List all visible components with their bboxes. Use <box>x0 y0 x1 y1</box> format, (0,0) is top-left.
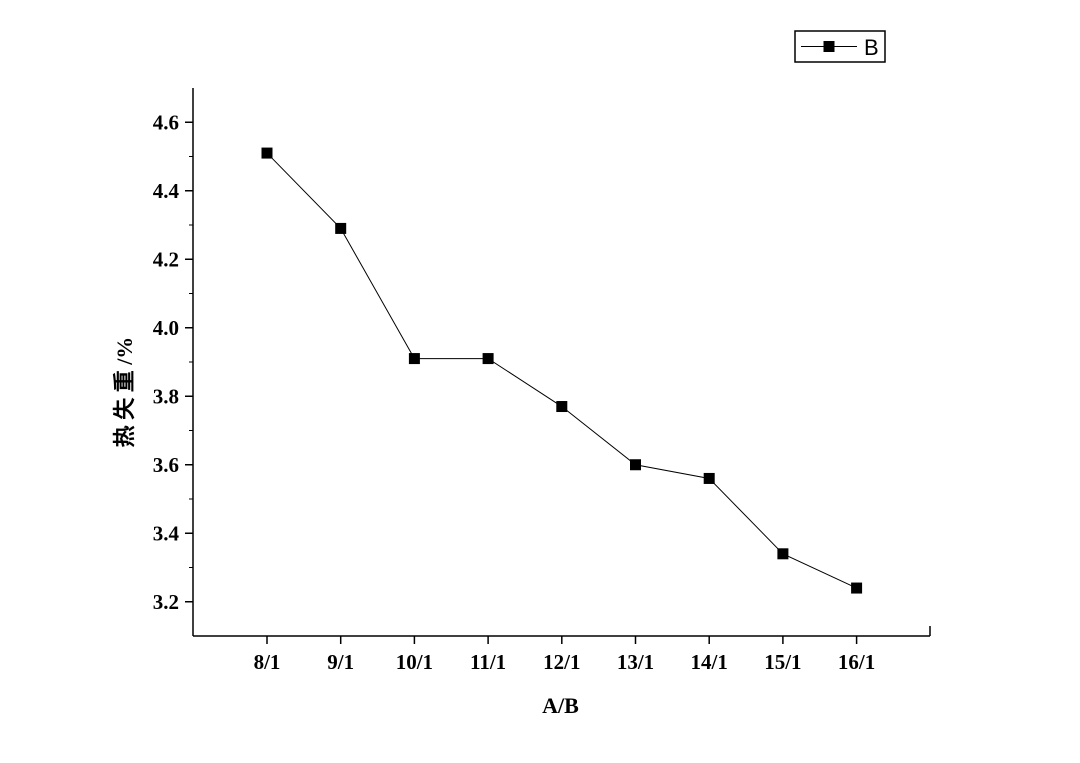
axes: 3.2 3.4 3.6 3.8 4.0 4.2 4.4 4.6 8/1 9/1 10/1 11/1 12… <box>153 88 931 674</box>
data-point <box>630 459 641 471</box>
y-tick-label: 4.4 <box>153 179 180 203</box>
legend: B <box>794 30 886 63</box>
y-tick-label: 4.2 <box>153 247 179 271</box>
data-point <box>851 582 863 594</box>
series-line <box>266 152 857 589</box>
y-tick-label: 4.0 <box>153 316 179 340</box>
data-point <box>556 401 568 413</box>
data-point <box>703 472 715 484</box>
y-tick-label: 3.8 <box>153 384 179 408</box>
data-point <box>261 147 273 159</box>
x-tick-label: 12/1 <box>543 650 580 674</box>
data-point <box>482 353 494 365</box>
x-tick-label: 16/1 <box>838 650 875 674</box>
y-tick-label: 3.4 <box>153 521 180 545</box>
x-tick-label: 14/1 <box>691 650 728 674</box>
legend-label: B <box>864 35 879 60</box>
y-tick-label: 3.6 <box>153 453 179 477</box>
x-tick-label: 9/1 <box>327 650 354 674</box>
x-tick-label: 8/1 <box>254 650 281 674</box>
x-tick-label: 13/1 <box>617 650 654 674</box>
y-tick-label: 4.6 <box>153 110 179 134</box>
x-tick-label: 10/1 <box>396 650 433 674</box>
x-tick-label: 15/1 <box>764 650 801 674</box>
y-tick-label: 3.2 <box>153 590 179 614</box>
data-point <box>408 353 420 365</box>
data-point <box>335 222 347 234</box>
x-axis-title: A/B <box>542 693 579 718</box>
legend-marker <box>823 41 835 52</box>
data-point <box>777 548 789 560</box>
series-layer <box>261 147 863 594</box>
y-axis-title: 热 失 重 /% <box>112 337 137 448</box>
x-tick-label: 11/1 <box>470 650 506 674</box>
